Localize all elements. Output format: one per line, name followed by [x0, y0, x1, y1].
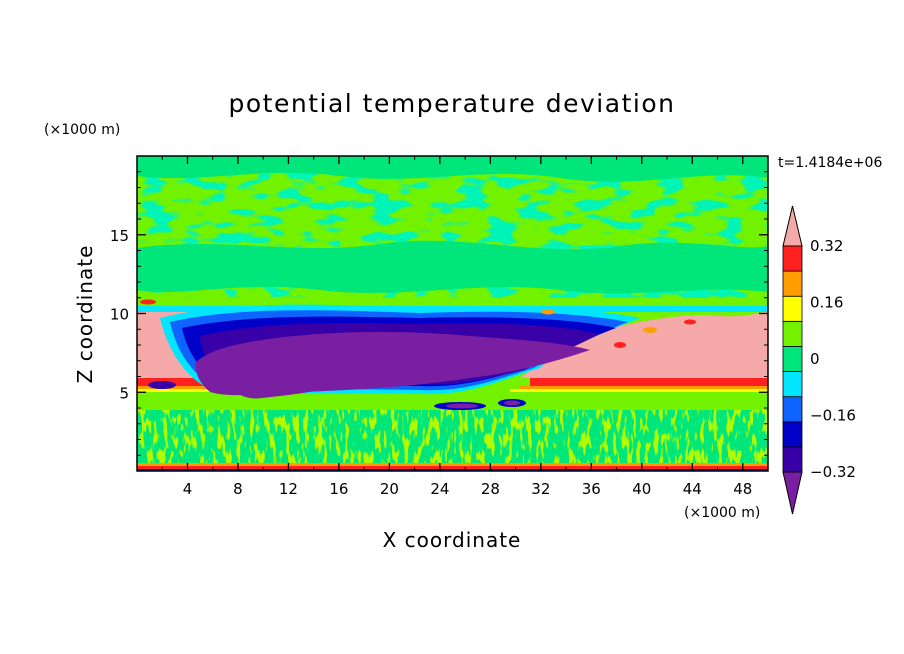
colorbar-band [782, 396, 803, 423]
surface-orange [137, 463, 768, 466]
warm-right-yellow [510, 389, 768, 392]
y-tick-label: 5 [119, 384, 129, 402]
x-tick-label: 20 [380, 480, 399, 498]
warm-speck-2 [643, 327, 657, 333]
x-tick-label: 44 [683, 480, 702, 498]
colorbar-tick-label: −0.32 [810, 463, 856, 481]
warm-left-red [137, 378, 247, 386]
x-tick-label: 8 [233, 480, 243, 498]
x-axis-ticks: 4 8 12 16 20 24 28 32 36 40 44 48 [161, 156, 752, 498]
x-tick-label: 16 [329, 480, 348, 498]
y-axis-label: Z coordinate [73, 245, 97, 384]
chart-title: potential temperature deviation [229, 89, 676, 118]
x-tick-label: 32 [531, 480, 550, 498]
colorbar-min-triangle [782, 471, 803, 515]
y-tick-label: 15 [110, 227, 129, 245]
upper-band-1 [137, 156, 768, 182]
colorbar-tick-label: 0.16 [810, 294, 843, 312]
warm-right-orange [520, 386, 768, 389]
colorbar-band [782, 270, 803, 297]
warm-speck-3 [684, 319, 696, 325]
cold-blob-right-core [504, 400, 520, 406]
colorbar-tick-label: −0.16 [810, 407, 856, 425]
cold-blob-left [148, 381, 176, 389]
warm-layer-right [520, 312, 768, 378]
surface-blue [137, 469, 768, 471]
contour-field [137, 156, 768, 471]
green-band-z5 [137, 392, 768, 410]
colorbar: 0.32 0.16 0 −0.16 −0.32 [782, 205, 856, 515]
x-tick-label: 12 [279, 480, 298, 498]
warm-left-yellow [137, 389, 232, 392]
warm-speck-5 [140, 299, 156, 305]
colorbar-band [782, 295, 803, 322]
colorbar-band [782, 346, 803, 372]
cold-blob-mid-core [446, 403, 478, 409]
y-units-label: (×1000 m) [44, 122, 120, 138]
colorbar-band [782, 245, 803, 272]
x-tick-label: 36 [582, 480, 601, 498]
x-tick-label: 48 [733, 480, 752, 498]
x-tick-label: 4 [183, 480, 193, 498]
upper-band-2 [137, 240, 768, 294]
y-tick-label: 10 [110, 306, 129, 324]
y-axis-ticks: 5 10 15 [110, 171, 768, 456]
x-units-label: (×1000 m) [684, 505, 760, 521]
x-axis-label: X coordinate [383, 528, 522, 552]
colorbar-band [782, 320, 803, 347]
colorbar-tick-label: 0.32 [810, 237, 843, 255]
colorbar-band [782, 446, 803, 473]
warm-speck-1 [614, 342, 626, 348]
x-tick-label: 28 [481, 480, 500, 498]
lower-streaks [137, 410, 768, 465]
colorbar-max-triangle [782, 205, 803, 247]
colorbar-band [782, 421, 803, 448]
cold-pool-tongue [232, 388, 320, 399]
x-tick-label: 40 [632, 480, 651, 498]
cold-pool-core [195, 332, 590, 396]
green-band-z10 [137, 298, 768, 306]
warm-speck-4 [541, 309, 555, 315]
colorbar-tick-label: 0 [810, 350, 820, 368]
x-tick-label: 24 [430, 480, 449, 498]
time-label: t=1.4184e+06 [778, 155, 882, 171]
warm-right-red [530, 378, 768, 386]
colorbar-band [782, 371, 803, 398]
warm-left-orange [137, 386, 237, 389]
surface-red [137, 466, 768, 469]
